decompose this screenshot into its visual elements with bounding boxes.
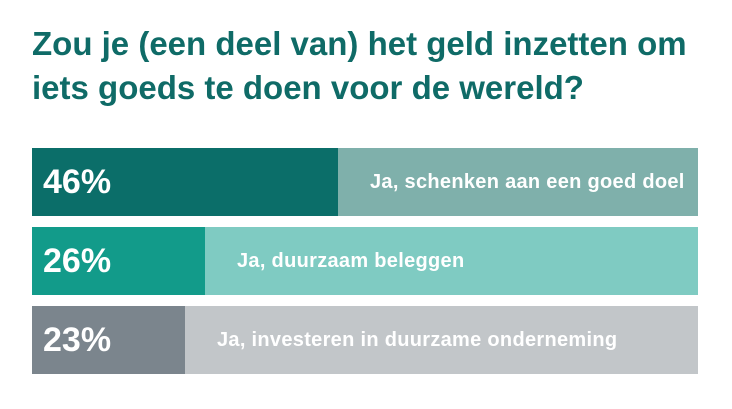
bar-value-label: 46% [43,163,112,201]
bar-value-label: 23% [43,321,112,359]
bar-row: 26% Ja, duurzaam beleggen [32,227,698,295]
bar [32,148,338,216]
bar-category-label: Ja, investeren in duurzame onderneming [217,329,618,351]
bar [32,227,205,295]
bar-row: 23% Ja, investeren in duurzame ondernemin… [32,306,698,374]
bar-value-label: 26% [43,242,112,280]
chart-title: Zou je (een deel van) het geld inzetten … [32,22,712,110]
bar-chart: 46% Ja, schenken aan een goed doel 26% Ja, … [32,148,698,385]
bar-category-label: Ja, duurzaam beleggen [237,250,465,272]
chart-title-line-1: Zou je (een deel van) het geld inzetten … [32,25,687,62]
bar-row: 46% Ja, schenken aan een goed doel [32,148,698,216]
bar [32,306,185,374]
bar-category-label: Ja, schenken aan een goed doel [370,171,685,193]
chart-title-line-2: iets goeds te doen voor de wereld? [32,69,584,106]
